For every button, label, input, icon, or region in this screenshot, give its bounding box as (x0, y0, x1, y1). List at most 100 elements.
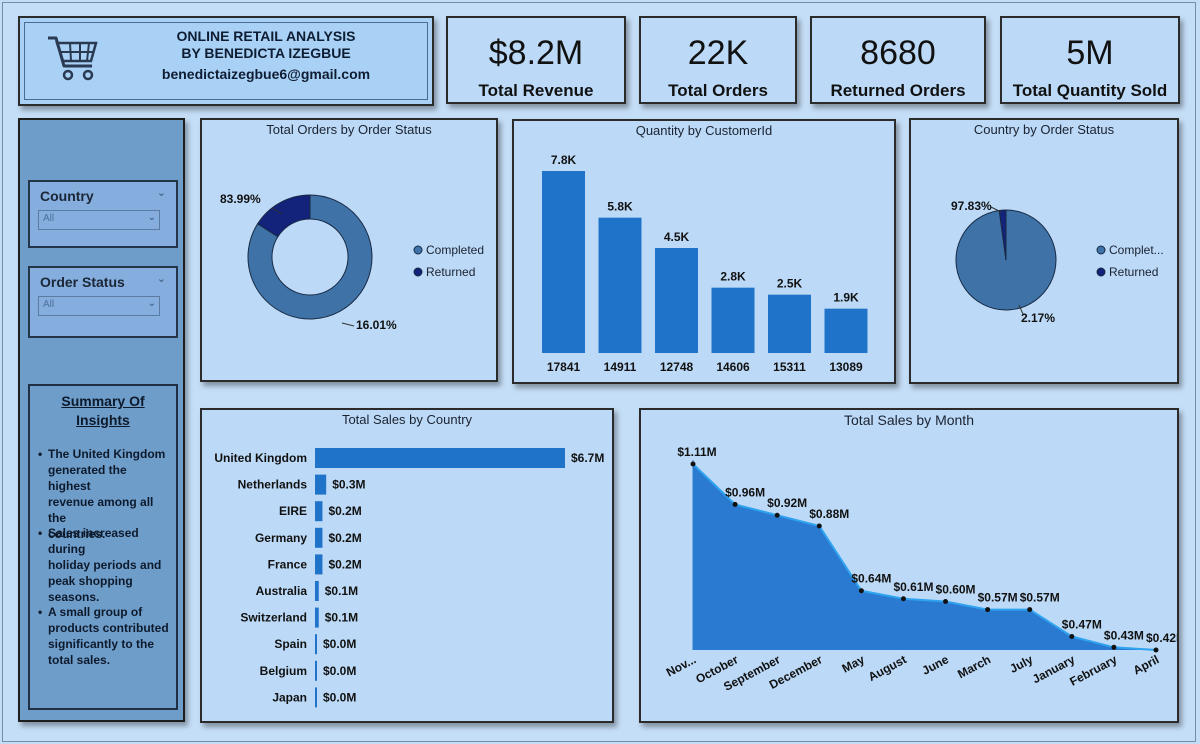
data-label: 5.8K (607, 200, 633, 214)
order-status-slicer[interactable]: Order Status ⌄ All ⌄ (28, 266, 178, 338)
chart-title: Total Sales by Month (844, 412, 974, 428)
sidebar: Country ⌄ All ⌄ Order Status ⌄ All ⌄ Sum… (18, 118, 185, 722)
data-label: $0.60M (936, 582, 976, 596)
data-label: $0.47M (1062, 618, 1102, 632)
report-title-line1: ONLINE RETAIL ANALYSIS (176, 28, 356, 44)
data-point (774, 512, 780, 518)
kpi-label: Returned Orders (830, 81, 966, 100)
bar (315, 474, 327, 495)
x-tick-label: 15311 (773, 360, 806, 374)
chevron-down-icon[interactable]: ⌄ (147, 298, 156, 309)
data-label: $0.0M (323, 690, 356, 704)
data-label: 2.17% (1021, 311, 1055, 325)
data-label: 4.5K (664, 230, 690, 244)
sales-by-month-card: Total Sales by Month $1.11M Nov... $0.96M O… (639, 408, 1179, 723)
bar (315, 554, 323, 575)
bar (315, 527, 323, 548)
data-label: $0.0M (323, 637, 356, 651)
bar (598, 217, 642, 353)
y-tick-label: Japan (272, 690, 307, 704)
chevron-down-icon[interactable]: ⌄ (147, 212, 156, 223)
country-dropdown[interactable]: All ⌄ (38, 210, 160, 230)
y-tick-label: EIRE (279, 504, 307, 518)
x-tick-label: May (840, 652, 867, 675)
data-point (985, 607, 991, 613)
y-tick-label: Germany (255, 531, 307, 545)
bar (315, 687, 317, 708)
country-by-status-card: Country by Order Status 97.83% 2.17% Compl… (909, 118, 1179, 384)
insight-line: revenue among all the (48, 495, 154, 525)
data-point (1027, 607, 1033, 613)
insights-title-line1: Summary Of (61, 393, 145, 409)
leader-line (341, 322, 355, 327)
legend-label: Returned (426, 265, 475, 279)
data-label: 2.8K (720, 270, 746, 284)
data-label: $6.7M (571, 451, 604, 465)
data-label: $0.96M (725, 485, 765, 499)
data-point (943, 598, 949, 604)
quantity-by-customer-chart: 7.8K 17841 5.8K 14911 4.5K 12748 2.8K 14606 2.5K… (542, 153, 868, 374)
order-status-dropdown[interactable]: All ⌄ (38, 296, 160, 316)
kpi-card-total-revenue: $8.2M Total Revenue (446, 16, 626, 104)
data-label: 1.9K (833, 291, 859, 305)
data-label: $0.2M (328, 557, 361, 571)
orders-by-status-card: Total Orders by Order Status 83.99% 16.01… (200, 118, 498, 382)
leader-line (990, 206, 1002, 213)
orders-by-status-chart: 83.99% 16.01% Completed Returned (220, 192, 484, 332)
y-tick-label: United Kingdom (214, 451, 307, 465)
y-tick-label: Australia (256, 584, 308, 598)
header-inner-border (24, 22, 428, 100)
bar (824, 308, 868, 353)
area-fill (693, 464, 1156, 650)
data-point (900, 596, 906, 602)
insight-line: countries. (48, 527, 106, 541)
kpi-label: Total Revenue (478, 81, 594, 100)
data-label: $0.1M (325, 584, 358, 598)
data-label: $1.11M (677, 445, 716, 459)
data-label: $0.42M (1146, 631, 1177, 645)
insights-title: Summary Of Insights (30, 392, 176, 430)
y-tick-label: Belgium (260, 664, 307, 678)
shopping-cart-icon (48, 36, 98, 81)
slicer-label: Order Status (40, 274, 125, 290)
country-by-status-chart: 97.83% 2.17% Complet... Returned (951, 199, 1164, 325)
bar (315, 607, 319, 628)
bar (315, 581, 319, 601)
bar (315, 501, 323, 522)
slicer-label: Country (40, 188, 94, 204)
x-tick-label: 17841 (547, 360, 581, 374)
data-label: $0.88M (809, 507, 849, 521)
sales-by-country-chart: United Kingdom $6.7M Netherlands $0.3M EIRE $… (214, 448, 604, 708)
bar (315, 448, 565, 468)
insight-line: The United Kingdom (48, 447, 166, 461)
insight-line: generated the highest (48, 463, 127, 493)
chart-title: Total Orders by Order Status (266, 122, 432, 137)
insight-line: significantly to the (48, 637, 155, 651)
bar (315, 660, 317, 681)
data-point (1069, 634, 1075, 640)
leader-line (271, 207, 283, 215)
data-label: $0.57M (1020, 591, 1060, 605)
country-slicer[interactable]: Country ⌄ All ⌄ (28, 180, 178, 248)
x-tick-label: 14911 (604, 360, 637, 374)
data-label: $0.57M (978, 591, 1018, 605)
data-label: 7.8K (551, 153, 577, 167)
sales-by-country-card: Total Sales by Country United Kingdom $6.… (200, 408, 614, 723)
data-label: $0.43M (1104, 628, 1144, 642)
kpi-value: 8680 (860, 34, 936, 72)
insights-title-line2: Insights (76, 412, 130, 428)
y-tick-label: Netherlands (238, 478, 308, 492)
kpi-card-returned-orders: 8680 Returned Orders (810, 16, 986, 104)
chevron-down-icon[interactable]: ⌄ (156, 187, 166, 199)
insight-item: • The United Kingdom generated the highe… (38, 446, 172, 542)
insight-line: Sales increased during (48, 526, 139, 556)
kpi-value: 22K (687, 34, 749, 72)
data-label: $0.61M (893, 580, 933, 594)
chart-title: Country by Order Status (973, 122, 1115, 137)
dropdown-value: All (43, 213, 55, 224)
data-label: 16.01% (356, 318, 397, 332)
legend-marker (1096, 267, 1106, 277)
data-label: $0.0M (323, 664, 356, 678)
bullet: • (38, 526, 43, 540)
chevron-down-icon[interactable]: ⌄ (156, 273, 166, 285)
